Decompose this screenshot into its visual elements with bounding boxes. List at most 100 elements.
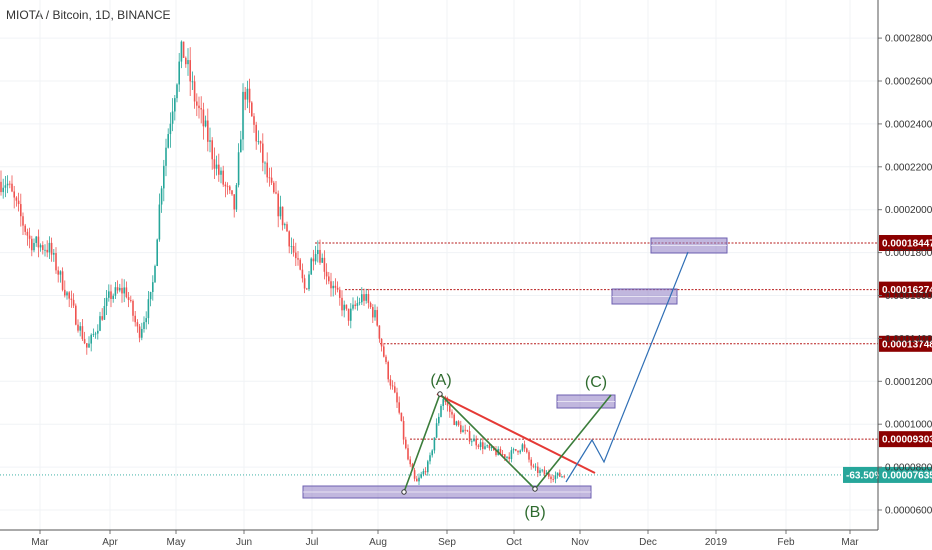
- candle-body: [13, 191, 15, 198]
- candle-body: [508, 456, 510, 459]
- wave-pivot-point: [437, 391, 443, 397]
- candle-body: [108, 291, 110, 298]
- candle-body: [405, 439, 407, 449]
- change-percent-tag: [843, 466, 879, 483]
- candle-body: [72, 299, 75, 306]
- candle-body: [90, 334, 92, 344]
- candle-body: [389, 379, 392, 386]
- candle-body: [257, 141, 260, 143]
- candle-body: [4, 185, 7, 188]
- candle-body: [308, 274, 310, 290]
- candle-body: [215, 164, 218, 169]
- candle-body: [444, 399, 447, 403]
- candle-body: [451, 411, 453, 415]
- candle-body: [288, 231, 290, 247]
- y-tick-label: 0.00028000: [885, 34, 932, 45]
- candle-body: [242, 91, 244, 140]
- candle-body: [264, 162, 266, 164]
- candle-body: [321, 257, 323, 263]
- candle-body: [563, 476, 565, 478]
- candle-body: [554, 475, 557, 480]
- candle-body: [143, 322, 145, 329]
- x-tick-label: Jul: [306, 537, 319, 548]
- candle-body: [369, 302, 372, 308]
- candle-body: [561, 476, 563, 478]
- candle-body: [152, 282, 154, 292]
- candle-body: [196, 101, 198, 106]
- candle-body: [303, 278, 306, 289]
- candle-body: [446, 402, 449, 406]
- candle-body: [387, 362, 389, 380]
- price-level-label: 0.00018447: [882, 239, 932, 250]
- candle-body: [543, 469, 546, 474]
- grid: [0, 0, 878, 530]
- candle-body: [138, 326, 141, 338]
- projection-path: [565, 251, 689, 483]
- candle-body: [422, 471, 425, 475]
- candle-body: [42, 245, 44, 250]
- candle-body: [372, 307, 374, 318]
- candle-body: [61, 271, 64, 290]
- candle-body: [35, 236, 37, 243]
- candle-body: [268, 177, 271, 179]
- candle-body: [198, 105, 200, 109]
- candle-body: [486, 445, 488, 447]
- candle-body: [248, 88, 251, 103]
- candle-body: [350, 308, 352, 321]
- x-tick-label: Oct: [506, 537, 522, 548]
- candle-body: [20, 204, 22, 217]
- candle-body: [81, 326, 84, 340]
- candle-body: [317, 249, 319, 255]
- candle-body: [31, 238, 33, 251]
- candle-body: [398, 402, 400, 413]
- candle-body: [97, 330, 99, 334]
- candle-body: [37, 236, 40, 248]
- price-level-label: 0.00013748: [882, 339, 932, 350]
- candle-body: [22, 216, 24, 226]
- descending-trendline: [436, 393, 596, 474]
- price-level-label: 0.00009303: [882, 435, 932, 446]
- candle-body: [218, 164, 220, 175]
- candle-body: [53, 253, 55, 255]
- candle-body: [169, 123, 172, 135]
- drawings: (A) (B) (C): [302, 237, 728, 521]
- candle-body: [286, 224, 288, 232]
- candle-body: [319, 249, 321, 263]
- candle-body: [28, 235, 31, 239]
- candle-body: [438, 416, 440, 424]
- candle-body: [523, 444, 526, 449]
- candle-body: [158, 204, 161, 240]
- candle-body: [15, 197, 18, 201]
- candle-body: [471, 441, 473, 443]
- candle-body: [127, 297, 130, 301]
- candle-body: [299, 259, 301, 270]
- candle-body: [209, 140, 211, 142]
- candle-body: [68, 292, 70, 299]
- candle-body: [361, 294, 363, 303]
- candle-body: [427, 461, 429, 473]
- price-level-tag: [879, 235, 932, 252]
- wave-label: (B): [524, 504, 545, 521]
- candle-body: [191, 81, 194, 83]
- candles: [0, 40, 565, 486]
- candle-body: [6, 183, 9, 186]
- candle-body: [343, 304, 345, 311]
- candle-body: [475, 438, 477, 446]
- candle-body: [473, 438, 475, 442]
- candle-body: [484, 446, 486, 449]
- candle-body: [134, 315, 136, 323]
- candle-body: [147, 299, 150, 319]
- candle-body: [550, 476, 552, 480]
- candle-body: [0, 181, 2, 193]
- x-tick-label: May: [167, 537, 186, 548]
- candle-body: [517, 450, 519, 453]
- candle-body: [59, 271, 62, 275]
- candle-body: [295, 252, 297, 259]
- x-tick-label: Sep: [438, 537, 456, 548]
- candle-body: [435, 423, 438, 438]
- candle-body: [262, 143, 264, 163]
